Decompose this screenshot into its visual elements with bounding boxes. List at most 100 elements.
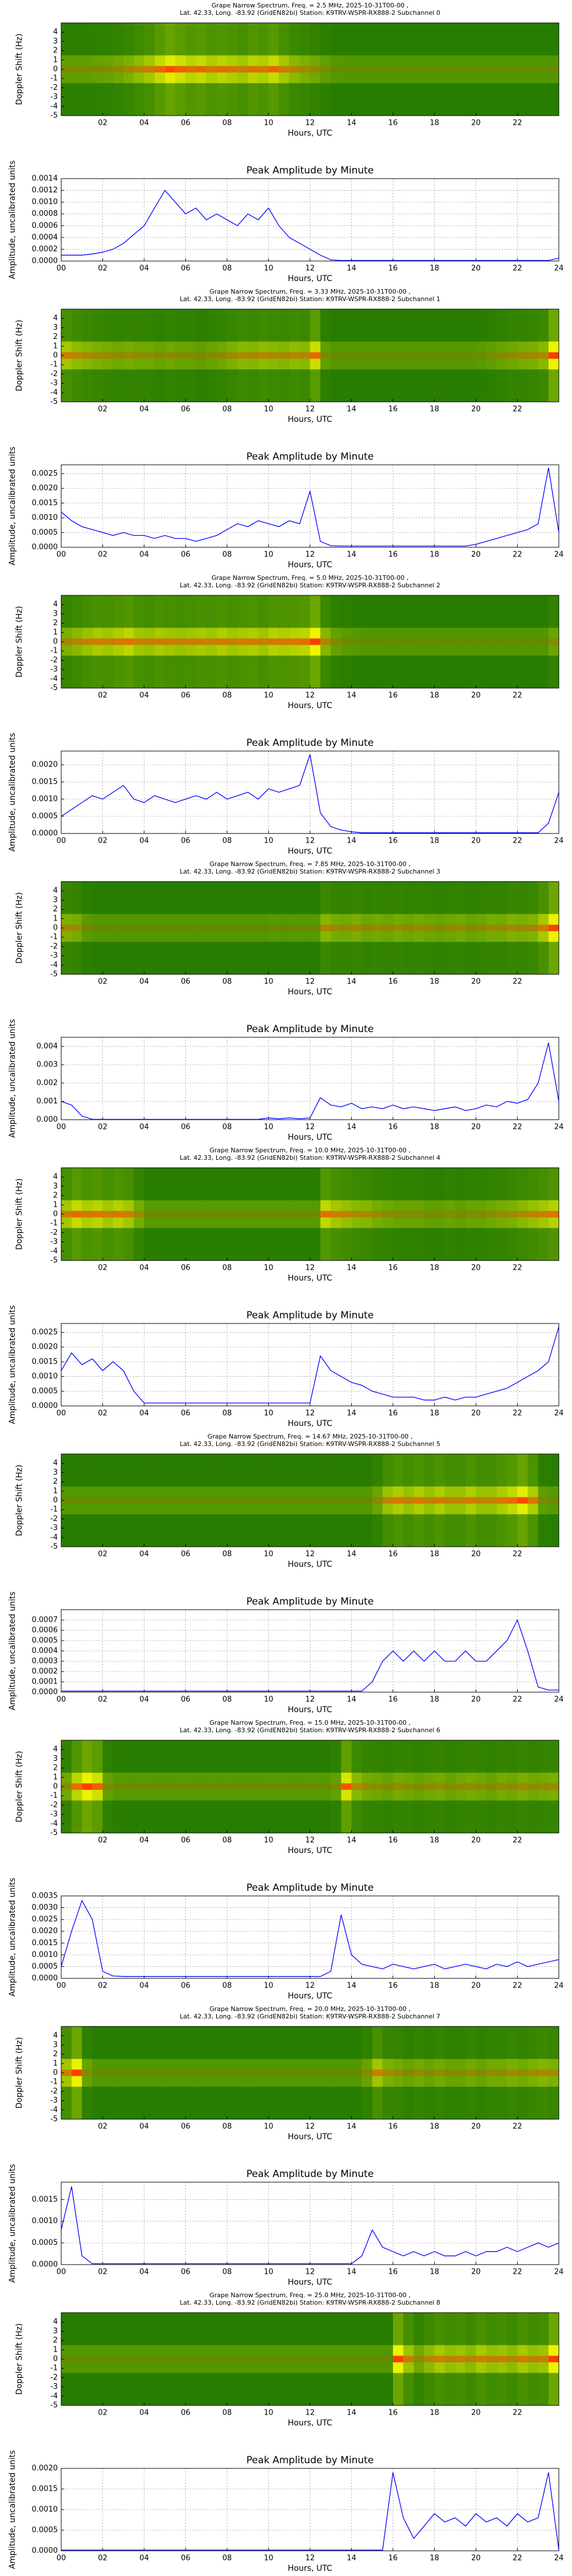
spectrum-peak xyxy=(496,924,507,931)
spectrum-band xyxy=(279,2345,289,2373)
spectrum-peak xyxy=(268,66,279,73)
spectrum-wash xyxy=(92,309,103,402)
spectrum-peak xyxy=(476,638,487,645)
spectrum-peak xyxy=(527,66,538,73)
spectrum-wash xyxy=(341,1454,352,1547)
chart-title: Peak Amplitude by Minute xyxy=(247,2168,374,2180)
spectrum-band xyxy=(268,341,279,370)
spectrum-wash xyxy=(403,882,414,974)
y-tick-label: -4 xyxy=(50,961,58,969)
spectrum-band xyxy=(102,627,113,656)
x-tick-label: 22 xyxy=(513,2409,522,2417)
spectrum-peak xyxy=(496,638,507,645)
spectrum-wash xyxy=(299,23,310,116)
spectrum-wash xyxy=(486,1454,497,1547)
spectrum-band xyxy=(434,2059,445,2087)
y-tick-label: 0 xyxy=(53,1783,58,1791)
spectrum-wash xyxy=(486,882,497,974)
y-axis-label: Amplitude, uncalibrated units xyxy=(8,2450,17,2569)
spectrum-band xyxy=(351,55,362,84)
spectrum-wash xyxy=(320,882,331,974)
spectrum-wash xyxy=(382,23,393,116)
spectrum-band xyxy=(92,914,103,942)
spectrum-band xyxy=(258,341,269,370)
spectrum-band xyxy=(206,2059,217,2087)
spectrum-wash xyxy=(279,2313,289,2405)
spectrum-peak xyxy=(517,1497,528,1504)
amplitude-line xyxy=(61,1042,559,1120)
spectrum-band xyxy=(476,341,487,370)
spectrum-wash xyxy=(527,1168,538,1261)
chart-title: Grape Narrow Spectrum, Freq. = 7.85 MHz,… xyxy=(209,860,411,868)
spectrum-peak xyxy=(424,2356,435,2362)
spectrum-wash xyxy=(175,1168,186,1261)
chart-title: Grape Narrow Spectrum, Freq. = 14.67 MHz… xyxy=(208,1433,413,1440)
spectrum-peak xyxy=(165,352,176,359)
spectrum-peak xyxy=(154,1497,165,1504)
spectrum-peak xyxy=(393,1497,404,1504)
spectrum-band xyxy=(185,341,196,370)
plot-frame xyxy=(61,1453,559,1547)
spectrum-band xyxy=(444,2345,455,2373)
spectrum-peak xyxy=(206,352,217,359)
spectrum-wash xyxy=(393,2026,404,2119)
y-tick-label: -4 xyxy=(50,1819,58,1828)
spectrum-wash xyxy=(517,1740,528,1833)
spectrum-peak xyxy=(486,2356,497,2362)
x-tick-label: 10 xyxy=(264,837,273,846)
spectrum-band xyxy=(248,1200,259,1228)
spectrum-band xyxy=(444,2059,455,2087)
spectrum-wash xyxy=(320,595,331,688)
spectrum-peak xyxy=(320,2069,331,2076)
spectrum-wash xyxy=(165,595,176,688)
x-tick-label: 16 xyxy=(388,692,398,700)
x-tick-label: 06 xyxy=(181,2268,190,2277)
x-tick-label: 12 xyxy=(305,1836,315,1845)
spectrum-peak xyxy=(102,1497,113,1504)
spectrum-peak xyxy=(351,352,362,359)
spectrum-peak xyxy=(455,638,466,645)
spectrum-peak xyxy=(299,1783,310,1790)
spectrum-wash xyxy=(434,1740,445,1833)
spectrum-band xyxy=(465,2345,476,2373)
spectrum-wash xyxy=(289,2313,300,2405)
spectrum-peak xyxy=(133,2069,144,2076)
y-tick-label: 0.0015 xyxy=(32,1939,58,1947)
spectrum-band xyxy=(496,914,507,942)
chart-subtitle: Lat. 42.33, Long. -83.92 (GridEN82bi) St… xyxy=(180,295,440,303)
y-tick-label: -4 xyxy=(50,2105,58,2114)
y-tick-label: -5 xyxy=(50,398,58,406)
spectrum-band xyxy=(331,1200,341,1228)
spectrum-wash xyxy=(196,1168,206,1261)
spectrum-band xyxy=(527,341,538,370)
spectrum-peak xyxy=(144,2356,155,2362)
spectrum-band xyxy=(227,2345,238,2373)
x-tick-label: 04 xyxy=(140,1696,149,1704)
x-tick-label: 08 xyxy=(223,1696,232,1704)
spectrum-band xyxy=(216,2059,227,2087)
spectrum-band xyxy=(331,2059,341,2087)
spectrum-peak xyxy=(165,1783,176,1790)
x-tick-label: 20 xyxy=(471,692,481,700)
x-tick-label: 06 xyxy=(181,264,190,273)
spectrum-wash xyxy=(123,1454,134,1547)
spectrum-wash xyxy=(403,1168,414,1261)
spectrum-wash xyxy=(82,595,93,688)
spectrum-wash xyxy=(289,23,300,116)
spectrum-peak xyxy=(268,2069,279,2076)
x-tick-label: 02 xyxy=(98,1982,108,1990)
x-tick-label: 18 xyxy=(430,1409,439,1418)
y-tick-label: 0.004 xyxy=(37,1042,58,1051)
spectrum-peak xyxy=(465,924,476,931)
spectrum-wash xyxy=(486,2313,497,2405)
spectrum-band xyxy=(507,341,518,370)
x-tick-label: 10 xyxy=(264,1123,273,1132)
x-tick-label: 12 xyxy=(305,2409,315,2417)
x-tick-label: 12 xyxy=(305,2554,315,2563)
spectrum-wash xyxy=(527,882,538,974)
spectrum-band xyxy=(465,914,476,942)
spectrum-wash xyxy=(123,23,134,116)
spectrum-peak xyxy=(185,2356,196,2362)
